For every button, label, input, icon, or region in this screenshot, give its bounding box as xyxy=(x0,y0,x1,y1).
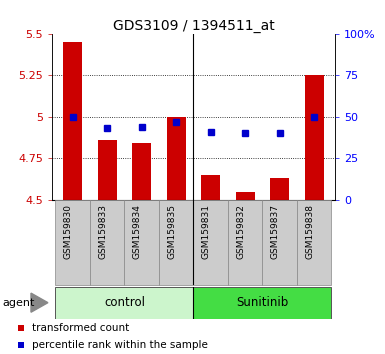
Text: GSM159831: GSM159831 xyxy=(202,204,211,259)
Bar xyxy=(98,140,117,200)
Bar xyxy=(124,200,159,285)
Text: GSM159837: GSM159837 xyxy=(271,204,280,259)
Bar xyxy=(228,200,263,285)
Bar xyxy=(132,143,151,200)
Text: GSM159835: GSM159835 xyxy=(167,204,176,259)
Text: transformed count: transformed count xyxy=(32,323,129,333)
Bar xyxy=(159,200,193,285)
Text: GSM159832: GSM159832 xyxy=(236,204,245,259)
Text: control: control xyxy=(104,296,145,309)
Bar xyxy=(201,175,220,200)
Bar xyxy=(194,287,331,319)
Text: GSM159833: GSM159833 xyxy=(98,204,107,259)
Text: GSM159834: GSM159834 xyxy=(133,204,142,259)
Bar xyxy=(236,192,255,200)
Bar xyxy=(263,200,297,285)
Text: agent: agent xyxy=(2,298,34,308)
Text: GSM159838: GSM159838 xyxy=(305,204,314,259)
Bar xyxy=(297,200,331,285)
Bar xyxy=(194,200,228,285)
Bar xyxy=(55,200,90,285)
Polygon shape xyxy=(31,293,48,312)
Title: GDS3109 / 1394511_at: GDS3109 / 1394511_at xyxy=(112,19,275,33)
Bar xyxy=(305,75,324,200)
Bar xyxy=(270,178,289,200)
Text: Sunitinib: Sunitinib xyxy=(236,296,289,309)
Bar xyxy=(63,42,82,200)
Text: percentile rank within the sample: percentile rank within the sample xyxy=(32,340,208,350)
Bar xyxy=(90,200,124,285)
Text: GSM159830: GSM159830 xyxy=(64,204,73,259)
Bar xyxy=(55,287,194,319)
Bar xyxy=(167,117,186,200)
